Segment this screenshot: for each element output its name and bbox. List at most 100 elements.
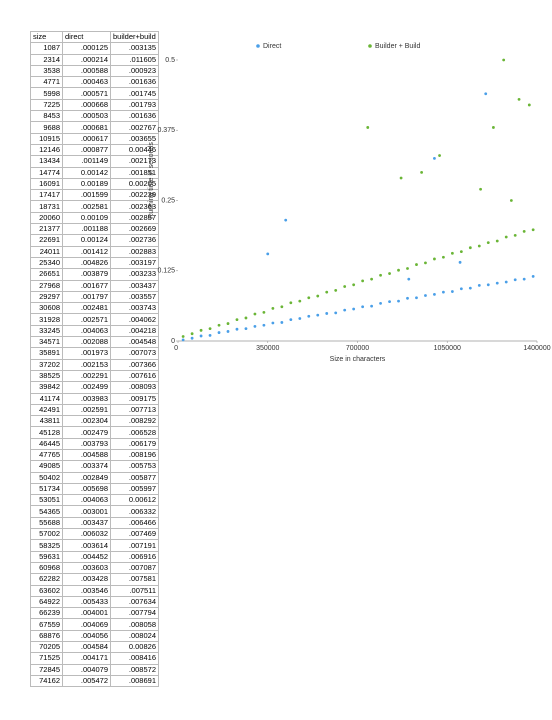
x-tick-label: 1400000	[523, 345, 550, 352]
point	[531, 228, 535, 232]
row: 71525.004171.008416	[30, 652, 159, 665]
point	[424, 261, 427, 265]
point	[492, 126, 495, 129]
point	[316, 294, 320, 298]
point	[366, 126, 370, 129]
point	[458, 260, 462, 264]
point	[415, 296, 418, 300]
legend-marker	[256, 44, 260, 48]
row: 13434.001149.002173	[30, 155, 159, 168]
point	[262, 323, 266, 327]
row: 68876.004056.008024	[30, 629, 159, 643]
point	[415, 263, 418, 266]
point	[379, 273, 382, 277]
row: 3538.000588.000923	[30, 64, 159, 78]
point	[208, 333, 212, 337]
x-tick-label: 700000	[346, 345, 369, 352]
row: 10915.000617.003655	[30, 132, 159, 145]
point	[361, 279, 365, 283]
point	[468, 286, 472, 290]
cell: .007469	[110, 528, 159, 541]
point	[479, 187, 482, 191]
point	[459, 250, 463, 254]
point	[450, 251, 454, 255]
point	[370, 277, 374, 281]
y-tick-label: 0	[171, 338, 175, 345]
point	[284, 218, 288, 222]
point	[370, 304, 374, 308]
point	[289, 301, 293, 305]
point	[450, 290, 454, 293]
point	[442, 290, 445, 294]
row: 72845.004079.008572	[30, 663, 159, 676]
point	[406, 267, 409, 270]
point	[253, 312, 257, 316]
legend-label: Builder + Build	[375, 43, 420, 50]
point	[388, 300, 391, 304]
row: 46445.003793.006179	[30, 437, 159, 450]
x-tick-label: 0	[174, 345, 178, 352]
x-axis-label: Size in characters	[330, 356, 386, 363]
point	[407, 277, 411, 281]
point	[262, 310, 266, 314]
row: 14774 0.00142.001851	[30, 166, 159, 179]
point	[226, 330, 230, 333]
point	[244, 316, 248, 320]
point	[298, 317, 302, 320]
point	[495, 239, 499, 243]
row: 20060 0.00109.002857	[30, 211, 159, 225]
point	[468, 246, 472, 250]
point	[352, 283, 356, 287]
point	[509, 199, 513, 202]
row: 66239.004001.007794	[30, 607, 159, 620]
legend-label: Direct	[263, 43, 281, 50]
point	[343, 285, 347, 288]
point	[513, 278, 517, 282]
point	[208, 327, 212, 331]
row: 2314.000214.011605	[30, 53, 159, 66]
point	[433, 257, 436, 261]
point	[199, 334, 203, 338]
spreadsheet: size direct builder+build 1087.000125.00313…	[30, 30, 159, 688]
point	[244, 327, 248, 331]
row: 37202.002153.007366	[30, 358, 159, 371]
point	[484, 92, 488, 96]
point	[199, 328, 203, 332]
row: 63602.003546.007511	[30, 584, 159, 597]
row: 67559.004069.008058	[30, 618, 159, 631]
legend-marker	[368, 44, 372, 48]
point	[477, 283, 481, 287]
row: 26651.003879.003233	[30, 268, 159, 281]
point	[388, 272, 391, 275]
point	[298, 299, 302, 303]
point	[504, 235, 508, 239]
row: 54365.003001.006332	[30, 505, 159, 518]
row: 62282.003428.007581	[30, 573, 159, 586]
point	[420, 171, 424, 174]
row: 58325.003614.007191	[30, 539, 159, 552]
point	[343, 308, 347, 312]
point	[442, 255, 445, 259]
point	[459, 287, 463, 291]
row: 16091 0.00189 0.00205	[30, 177, 159, 191]
y-axis-label: Running time in seconds	[148, 142, 155, 219]
point	[280, 321, 284, 324]
point	[522, 230, 526, 233]
point	[361, 305, 365, 309]
point	[217, 331, 221, 334]
row: 45128.002479.006528	[30, 426, 159, 439]
cell: .001636	[110, 110, 159, 123]
point	[271, 307, 275, 310]
point	[517, 97, 521, 101]
point	[495, 281, 499, 285]
row: 49085.003374.005753	[30, 460, 159, 473]
point	[235, 318, 239, 322]
point	[433, 156, 436, 160]
row: 74162.005472.008691	[30, 674, 159, 688]
point	[325, 290, 329, 294]
cell: .008024	[110, 629, 159, 643]
x-tick-label: 350000	[256, 345, 279, 352]
point	[531, 274, 535, 278]
